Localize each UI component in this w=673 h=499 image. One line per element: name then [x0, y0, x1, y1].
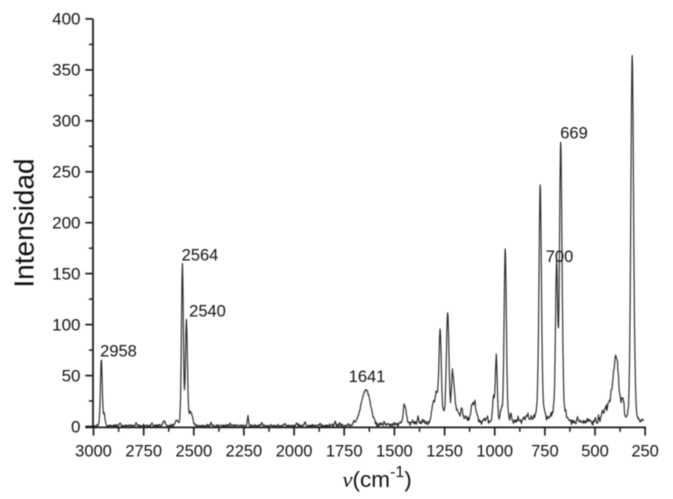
svg-text:400: 400 — [52, 10, 80, 29]
svg-text:350: 350 — [52, 61, 80, 80]
svg-text:1250: 1250 — [426, 443, 463, 461]
svg-text:100: 100 — [52, 315, 80, 334]
svg-text:ν(cm-1): ν(cm-1) — [343, 464, 412, 492]
svg-text:50: 50 — [62, 366, 81, 385]
svg-text:2250: 2250 — [226, 443, 263, 461]
svg-text:250: 250 — [631, 443, 659, 461]
svg-text:750: 750 — [531, 443, 559, 461]
svg-text:2564: 2564 — [182, 247, 219, 265]
svg-text:2540: 2540 — [189, 303, 226, 321]
svg-text:3000: 3000 — [75, 443, 112, 461]
svg-text:2500: 2500 — [175, 443, 212, 461]
svg-text:2750: 2750 — [125, 443, 162, 461]
svg-text:200: 200 — [52, 214, 80, 233]
svg-text:1000: 1000 — [476, 443, 513, 461]
svg-text:700: 700 — [546, 248, 574, 266]
svg-text:669: 669 — [560, 125, 588, 143]
svg-text:1500: 1500 — [376, 443, 413, 461]
svg-text:0: 0 — [71, 417, 80, 436]
svg-text:2958: 2958 — [100, 343, 137, 361]
svg-text:2000: 2000 — [276, 443, 313, 461]
svg-text:Intensidad: Intensidad — [9, 158, 40, 287]
svg-text:1750: 1750 — [326, 443, 363, 461]
svg-text:250: 250 — [52, 163, 80, 182]
svg-text:1641: 1641 — [349, 368, 386, 386]
svg-text:300: 300 — [52, 112, 80, 131]
svg-text:500: 500 — [581, 443, 609, 461]
svg-text:150: 150 — [52, 264, 80, 283]
